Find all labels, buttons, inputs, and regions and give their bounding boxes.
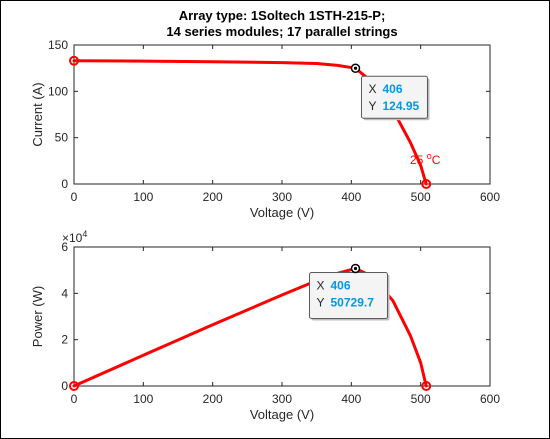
y-tick-label: 6 xyxy=(61,240,68,254)
x-tick-label: 100 xyxy=(133,190,153,204)
y-axis-label: Power (W) xyxy=(30,286,45,347)
x-tick-label: 0 xyxy=(71,190,78,204)
x-tick-label: 200 xyxy=(203,190,223,204)
datatip-y-row: Y 50729.7 xyxy=(316,295,374,309)
x-tick-label: 400 xyxy=(341,392,361,406)
x-tick-label: 600 xyxy=(480,392,500,406)
datatip-marker-dot xyxy=(353,66,358,70)
datatip[interactable]: X 406 Y 124.95 xyxy=(350,63,430,121)
exponent-base: ×10 xyxy=(62,231,83,245)
x-tick-label: 300 xyxy=(272,392,292,406)
x-tick-label: 500 xyxy=(411,392,431,406)
x-tick-label: 100 xyxy=(133,392,153,406)
temperature-annotation: 25 oC xyxy=(410,151,441,167)
y-tick-label: 0 xyxy=(61,177,68,191)
datatip-y-row: Y 124.95 xyxy=(368,99,419,113)
endpoint-marker xyxy=(421,381,432,391)
endpoint-marker xyxy=(69,381,79,391)
axes-box xyxy=(73,246,491,387)
endpoint-marker xyxy=(421,179,432,189)
series-line xyxy=(72,267,428,388)
datatip-y-label: Y xyxy=(316,295,324,309)
datatip-x-value: 406 xyxy=(383,82,403,96)
x-tick-label: 600 xyxy=(480,190,500,204)
x-axis-label: Voltage (V) xyxy=(250,205,314,220)
y-tick-label: 0 xyxy=(61,379,68,393)
x-tick-label: 500 xyxy=(411,190,431,204)
datatip[interactable]: X 406 Y 50729.7 xyxy=(308,263,390,321)
datatip-x-label: X xyxy=(316,278,324,292)
chart-title-line: 14 series modules; 17 parallel strings xyxy=(166,24,397,39)
exponent-power: 4 xyxy=(82,229,87,239)
endpoint-marker xyxy=(69,55,79,66)
x-tick-label: 0 xyxy=(71,392,78,406)
x-tick-label: 200 xyxy=(203,392,223,406)
datatip-y-value: 124.95 xyxy=(383,99,420,113)
datatip-x-row: X 406 xyxy=(368,82,402,96)
x-tick-label: 400 xyxy=(341,190,361,204)
y-axis-label: Current (A) xyxy=(30,82,45,146)
datatip-box xyxy=(360,75,428,119)
datatip-marker-dot xyxy=(353,266,358,271)
y-tick-label: 100 xyxy=(48,84,68,98)
y-tick-label: 150 xyxy=(48,38,68,52)
x-axis-label: Voltage (V) xyxy=(250,407,314,422)
axes-current: 0 100 200 300 400 500 600 0 50 100 150 Voltage (V) C… xyxy=(30,38,500,220)
y-tick-label: 4 xyxy=(61,286,68,300)
y-exponent-label: ×104 xyxy=(62,229,87,245)
x-tick-label: 300 xyxy=(272,190,292,204)
annotation-degree: o xyxy=(427,151,432,161)
datatip-y-value: 50729.7 xyxy=(331,295,375,309)
y-tick-label: 2 xyxy=(61,333,68,347)
datatip-x-value: 406 xyxy=(331,278,351,292)
chart-title-line: Array type: 1Soltech 1STH-215-P; xyxy=(179,8,386,23)
annotation-prefix: 25 xyxy=(410,153,427,167)
datatip-y-label: Y xyxy=(368,99,376,113)
series-line xyxy=(72,59,428,186)
y-tick-label: 50 xyxy=(55,131,69,145)
datatip-box xyxy=(308,271,388,319)
datatip-x-row: X 406 xyxy=(316,278,350,292)
datatip-x-label: X xyxy=(368,82,376,96)
annotation-unit: C xyxy=(432,153,441,167)
